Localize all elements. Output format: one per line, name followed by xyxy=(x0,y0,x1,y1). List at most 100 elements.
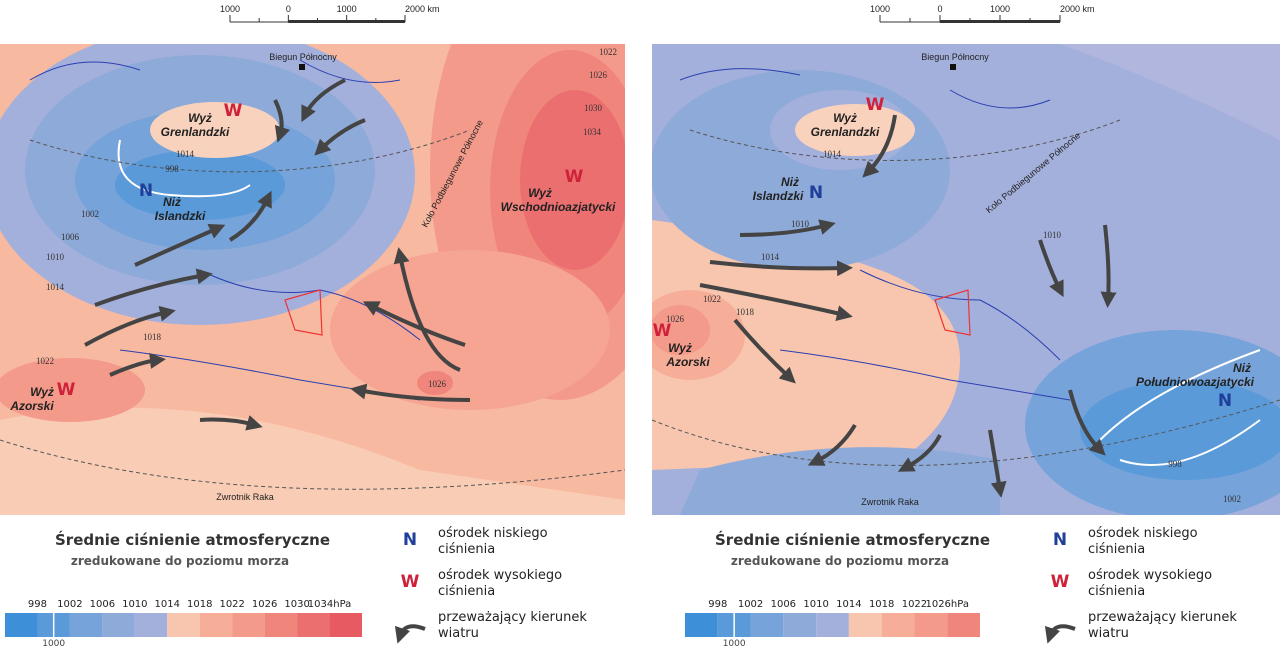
legend-text: przeważający kierunek xyxy=(438,610,587,625)
isobar-label: 1018 xyxy=(143,332,162,342)
scale-label: 1000 xyxy=(337,4,357,14)
legend-title: Średnie ciśnienie atmosferyczne xyxy=(55,530,330,549)
legend-subtitle: zredukowane do poziomu morza xyxy=(71,554,289,568)
center-symbol: W xyxy=(653,321,672,341)
center-name: Azorski xyxy=(665,355,710,369)
north-pole: Biegun Północny xyxy=(269,52,337,62)
scale-value: 998 xyxy=(28,599,47,610)
scale-color xyxy=(134,613,168,637)
legend-text: ośrodek niskiego xyxy=(1088,526,1198,541)
center-name: Niż xyxy=(163,195,181,209)
scale-marker-label: 1000 xyxy=(42,639,65,649)
scale-label: 0 xyxy=(937,4,942,14)
legend-symbol: N xyxy=(403,530,417,550)
center-name: Wyż xyxy=(833,111,857,125)
isobar-label: 998 xyxy=(1168,459,1182,469)
scale-marker-label: 1000 xyxy=(723,639,746,649)
scale-color xyxy=(199,613,233,637)
isobar-labels: 1022 1026 1030 1034 1014 998 1002 1006 1010 1014 1… xyxy=(36,47,617,389)
scale-label: 0 xyxy=(286,4,291,14)
center-name: Wyż xyxy=(528,186,552,200)
scale-value: 1022 xyxy=(902,599,927,610)
scale-label: 1000 xyxy=(870,4,890,14)
scale-color xyxy=(69,613,103,637)
scale-value: 1002 xyxy=(738,599,763,610)
center-symbol: N xyxy=(809,183,823,203)
isobar-label: 1010 xyxy=(1043,230,1062,240)
legend-text: ośrodek wysokiego xyxy=(1088,568,1212,583)
center-symbol: W xyxy=(565,167,584,187)
legend-symbol: W xyxy=(401,572,420,592)
scale-value: 1010 xyxy=(122,599,147,610)
scale-label: 2000 km xyxy=(1060,4,1095,14)
center-symbol: N xyxy=(1218,391,1232,411)
isobar-label: 1022 xyxy=(599,47,617,57)
isobar-label: 1018 xyxy=(736,307,755,317)
legend-text: ośrodek wysokiego xyxy=(438,568,562,583)
isobar-label: 1026 xyxy=(589,70,608,80)
scale-color xyxy=(264,613,298,637)
legend-symbol: N xyxy=(1053,530,1067,550)
scale-color xyxy=(685,613,718,637)
center-name: Wyż xyxy=(188,111,212,125)
scale-value: 1014 xyxy=(155,599,180,610)
center-name: Południowoazjatycki xyxy=(1136,375,1255,389)
legend-text: ośrodek niskiego xyxy=(438,526,548,541)
legend-text: wiatru xyxy=(438,626,479,641)
legend-symbol: W xyxy=(1051,572,1070,592)
scale-label: 1000 xyxy=(990,4,1010,14)
center-name: Wyż xyxy=(30,385,54,399)
center-name: Wyż xyxy=(668,341,692,355)
legend-subtitle: zredukowane do poziomu morza xyxy=(731,554,949,568)
center-symbol: W xyxy=(57,380,76,400)
scale-value: 1014 xyxy=(836,599,861,610)
center-name: Niż xyxy=(781,175,799,189)
center-name: Grenlandzki xyxy=(161,125,230,139)
center-name: Wschodnioazjatycki xyxy=(501,200,616,214)
center-name: Azorski xyxy=(9,399,54,413)
scale-label: 1000 xyxy=(220,4,240,14)
tropic: Zwrotnik Raka xyxy=(861,497,919,507)
isobar-label: 1010 xyxy=(791,219,810,229)
isobar-label: 1022 xyxy=(36,356,54,366)
legend-text: ciśnienia xyxy=(438,584,495,599)
scale-color xyxy=(297,613,330,637)
center-symbol: W xyxy=(866,95,885,115)
isobar-label: 1014 xyxy=(46,282,65,292)
scale-color xyxy=(848,613,882,637)
isobar-label: 998 xyxy=(165,164,179,174)
isobar-label: 1022 xyxy=(703,294,721,304)
legend-text: wiatru xyxy=(1088,626,1129,641)
scale-value: 1002 xyxy=(57,599,82,610)
scale-color xyxy=(947,613,980,637)
isobar-label: 1014 xyxy=(761,252,780,262)
isobar-label: 1030 xyxy=(584,103,603,113)
legend-text: ciśnienia xyxy=(1088,542,1145,557)
scale-color xyxy=(5,613,38,637)
scale-color xyxy=(881,613,915,637)
scale-color xyxy=(816,613,849,637)
tropic: Zwrotnik Raka xyxy=(216,492,274,502)
scale-value: 1030 xyxy=(284,599,309,610)
center-symbol: N xyxy=(139,181,153,201)
legend-text: przeważający kierunek xyxy=(1088,610,1237,625)
isobar-label: 1034 xyxy=(583,127,602,137)
scale-color xyxy=(783,613,817,637)
map-july xyxy=(652,44,1280,515)
isobar-labels: 1014 1010 1014 1022 1018 1026 1010 998 1002 xyxy=(666,149,1241,504)
scale-color xyxy=(750,613,784,637)
scale-value: 1018 xyxy=(187,599,212,610)
isobar-label: 1026 xyxy=(666,314,685,324)
scale-value: 1022 xyxy=(219,599,244,610)
legend-text: ciśnienia xyxy=(438,542,495,557)
scale-value: 1026hPa xyxy=(925,599,969,610)
legend-arrow xyxy=(1044,624,1076,644)
legend-arrow xyxy=(394,624,426,644)
scale-value: 1026 xyxy=(252,599,277,610)
isobar-label: 1002 xyxy=(81,209,99,219)
center-symbol: W xyxy=(224,101,243,121)
scale-value: 1034hPa xyxy=(308,599,352,610)
scale-color xyxy=(167,613,200,637)
scale-value: 998 xyxy=(708,599,727,610)
